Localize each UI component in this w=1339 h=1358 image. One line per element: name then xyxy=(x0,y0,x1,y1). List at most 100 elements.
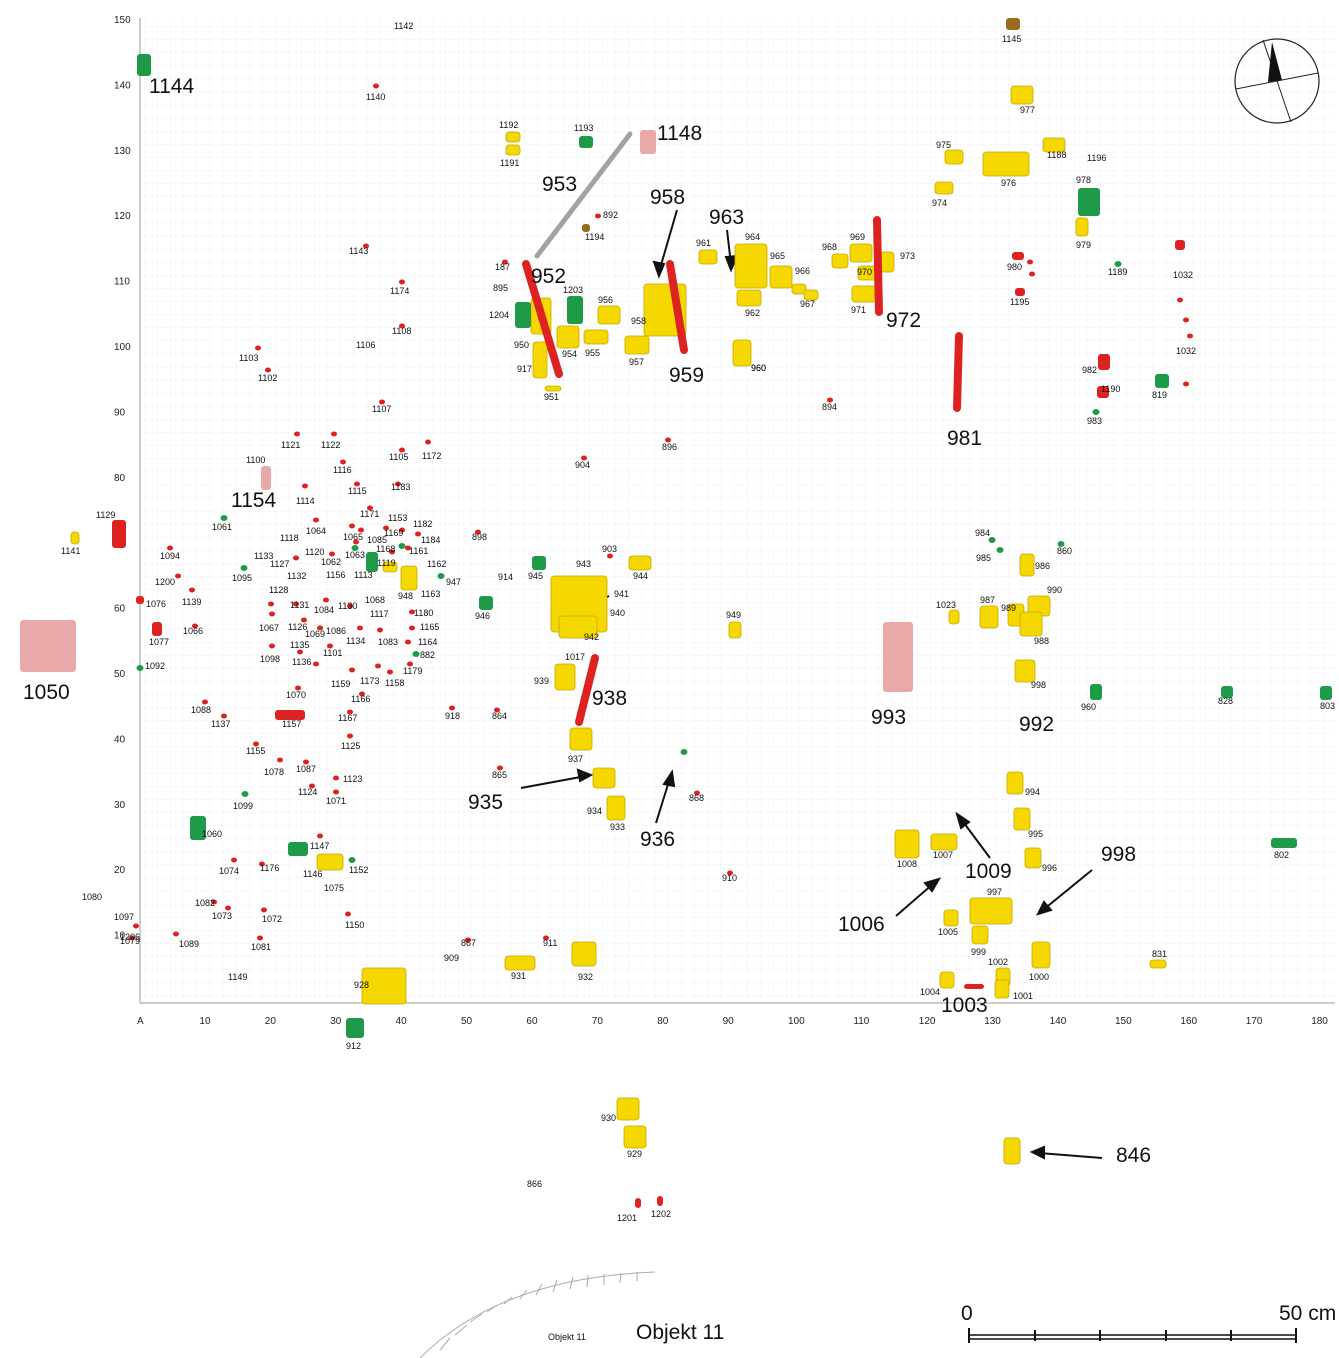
find-bone-981 xyxy=(953,332,963,412)
find-label-1206: 1206 xyxy=(120,932,140,942)
find-label-866: 866 xyxy=(527,1179,542,1189)
find-label-904: 904 xyxy=(575,460,590,470)
bone-fragment xyxy=(607,553,613,559)
bone-fragment xyxy=(257,935,263,941)
find-label-1192: 1192 xyxy=(499,120,518,130)
find-label-1180: 1180 xyxy=(414,608,433,618)
find-label-1165: 1165 xyxy=(420,622,439,632)
find-label-1114: 1114 xyxy=(296,496,315,506)
metal-fragment xyxy=(412,651,420,657)
bone-fragment xyxy=(373,83,379,89)
find-ceramic-962 xyxy=(736,289,762,307)
find-label-997: 997 xyxy=(987,887,1002,897)
x-axis-ticks: A 10 20 30 40 50 60 70 80 90 100 110 120 130 140 150 160… xyxy=(137,1016,1328,1027)
find-label-1088: 1088 xyxy=(191,705,211,715)
bone-fragment xyxy=(302,483,308,489)
y-tick-label: 80 xyxy=(114,473,126,484)
arrow-846 xyxy=(1038,1152,1103,1159)
find-label-828: 828 xyxy=(1218,696,1233,706)
find-label-1173: 1173 xyxy=(360,676,379,686)
metal-fragment xyxy=(680,749,688,755)
find-label-1005: 1005 xyxy=(938,927,958,937)
bone-fragment xyxy=(152,629,158,635)
find-metal-819 xyxy=(1155,374,1169,388)
x-tick-label: 80 xyxy=(657,1016,669,1027)
find-ceramic-994 xyxy=(1006,771,1024,795)
find-ceramic-968 xyxy=(831,253,849,269)
bone-fragment xyxy=(1183,317,1189,323)
x-tick-label: A xyxy=(137,1016,144,1027)
find-label-187: 187 xyxy=(495,262,510,272)
bone-fragment xyxy=(363,243,369,249)
find-faded-993 xyxy=(883,622,913,692)
find-ceramic-961 xyxy=(698,249,718,265)
find-ceramic-997 xyxy=(969,897,1013,925)
y-tick-label: 50 xyxy=(114,669,126,680)
scale-start-label: 0 xyxy=(961,1302,973,1325)
x-tick-label: 180 xyxy=(1311,1016,1328,1027)
find-label-1125: 1125 xyxy=(341,741,360,751)
bone-fragment xyxy=(395,481,401,487)
find-label-998: 998 xyxy=(1031,680,1046,690)
find-faded-1154 xyxy=(261,466,271,490)
bone-fragment xyxy=(329,551,335,557)
bone-fragment xyxy=(293,601,299,607)
find-label-965: 965 xyxy=(770,251,785,261)
major-find-label-981: 981 xyxy=(947,427,982,450)
find-label-819: 819 xyxy=(1152,390,1167,400)
find-label-1183: 1183 xyxy=(391,482,410,492)
find-ceramic-975 xyxy=(944,149,964,165)
bone-fragment xyxy=(327,643,333,649)
find-label-1159: 1159 xyxy=(331,679,350,689)
find-label-1182: 1182 xyxy=(413,519,432,529)
find-ceramic-960 xyxy=(732,339,752,367)
find-label-1060: 1060 xyxy=(202,829,222,839)
find-amber-1194 xyxy=(582,224,590,232)
bone-fragment xyxy=(347,733,353,739)
metal-fragment xyxy=(1092,409,1100,415)
find-label-860: 860 xyxy=(1057,546,1072,556)
find-amber-1145 xyxy=(1006,18,1020,30)
bone-fragment xyxy=(383,525,389,531)
find-ceramic-1188 xyxy=(1042,137,1066,153)
bone-fragment xyxy=(358,527,364,533)
object-11-outline xyxy=(419,1271,656,1358)
find-label-954: 954 xyxy=(562,349,577,359)
find-metal-803 xyxy=(1320,686,1332,700)
x-tick-label: 10 xyxy=(199,1016,211,1027)
bone-fragment xyxy=(277,757,283,763)
find-label-946: 946 xyxy=(475,611,490,621)
find-label-1128: 1128 xyxy=(269,585,288,595)
find-label-1121: 1121 xyxy=(281,440,300,450)
arrowhead-846 xyxy=(1029,1145,1045,1160)
bone-fragment xyxy=(1029,271,1035,277)
find-label-1064: 1064 xyxy=(306,526,326,536)
bone-fragment xyxy=(175,573,181,579)
find-label-1061: 1061 xyxy=(212,522,232,532)
x-tick-label: 70 xyxy=(592,1016,604,1027)
bone-fragment xyxy=(1177,297,1183,303)
find-metal-945 xyxy=(532,556,546,570)
bone-fragment xyxy=(354,481,360,487)
find-label-1062: 1062 xyxy=(321,557,341,567)
find-label-961: 961 xyxy=(696,238,711,248)
metal-fragment xyxy=(996,547,1004,553)
x-tick-label: 120 xyxy=(919,1016,936,1027)
bone-fragment xyxy=(367,505,373,511)
major-find-label-1144: 1144 xyxy=(149,75,194,98)
bone-fragment xyxy=(331,431,337,437)
find-ceramic-996 xyxy=(1024,847,1042,869)
find-label-973: 973 xyxy=(900,251,915,261)
find-label-1080: 1080 xyxy=(82,892,102,902)
find-label-941: 941 xyxy=(614,589,629,599)
find-label-1164: 1164 xyxy=(418,637,437,647)
bone-fragment xyxy=(1027,259,1033,265)
find-ceramic-964 xyxy=(734,243,768,289)
find-label-1193: 1193 xyxy=(574,123,593,133)
find-bone-1190 xyxy=(1097,386,1109,398)
find-ceramic-951 xyxy=(544,385,562,392)
find-label-1136: 1136 xyxy=(292,657,311,667)
find-label-979: 979 xyxy=(1076,240,1091,250)
find-label-1167: 1167 xyxy=(338,713,357,723)
find-label-932: 932 xyxy=(578,972,593,982)
